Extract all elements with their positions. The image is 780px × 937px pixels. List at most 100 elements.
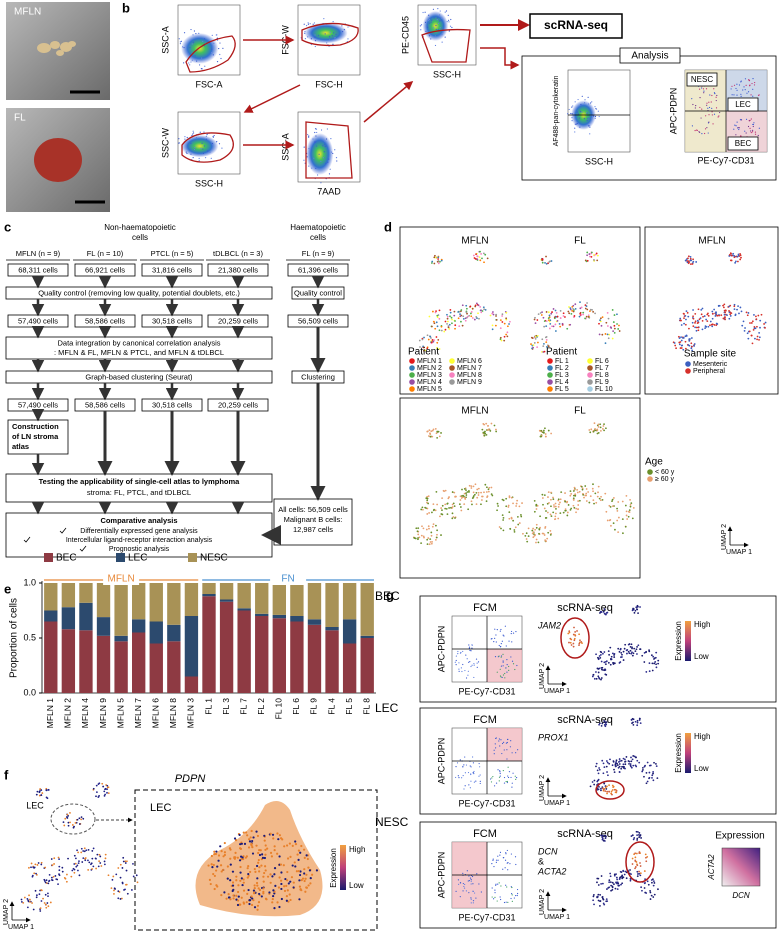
cell-dot [436,431,438,433]
cell-dot [476,659,477,660]
sample-label: FL [574,406,586,417]
cell-dot [458,669,459,670]
cell-dot [756,338,758,340]
cell-dot [115,874,117,876]
cell-dot [280,883,282,885]
cell-dot [239,859,241,861]
cell-dot [644,652,646,654]
cell-dot [628,644,630,646]
cell-dot [235,879,237,881]
cell-dot [480,253,482,255]
cell-dot [303,868,305,870]
cell-dot [476,489,478,491]
cell-dot [599,334,601,336]
cell-dot [286,879,288,881]
cell-dot [254,868,256,870]
cell-dot [263,835,265,837]
cell-dot [59,874,61,876]
cell-dot [692,125,693,126]
umap-label: UMAP 1 [544,800,570,807]
cell-dot [203,131,204,132]
cell-dot [126,870,128,872]
cell-dot [239,834,241,836]
cell-dot [462,766,463,767]
cell-dot [574,634,576,636]
cell-dot [22,902,24,904]
cell-dot [304,857,306,859]
cell-dot [711,324,713,326]
cell-dot [519,505,521,507]
fcm-title: FCM [473,602,497,614]
cell-dot [234,837,236,839]
cell-dot [641,655,643,657]
cell-dot [577,492,579,494]
cell-dot [327,162,328,163]
cell-dot [595,254,597,256]
cell-dot [108,792,110,794]
cell-dot [442,42,443,43]
cell-dot [439,329,441,331]
cell-dot [515,526,517,528]
cell-dot [82,850,84,852]
cell-dot [453,492,455,494]
cell-dot [454,517,456,519]
cell-dot [702,328,704,330]
cell-dot [220,864,222,866]
cell-dot [596,428,598,430]
cell-dot [440,534,442,536]
cell-dot [232,871,234,873]
cell-dot [578,643,580,645]
cell-dot [99,862,101,864]
cell-dot [468,671,469,672]
tissue [34,138,82,182]
cell-dot [427,334,429,336]
cell-dot [701,313,703,315]
cell-dot [471,665,472,666]
cell-dot [564,316,566,318]
cell-dot [687,312,689,314]
cell-dot [631,835,633,837]
cell-dot [308,136,309,137]
cell-dot [716,107,717,108]
cell-dot [572,113,573,114]
cell-dot [114,888,116,890]
cell-dot [573,499,575,501]
cell-dot [709,107,710,108]
cell-dot [316,132,317,133]
bar-segment [97,636,110,693]
cell-dot [599,423,601,425]
bar-segment [237,583,250,608]
cell-dot [650,892,652,894]
cell-dot [741,96,742,97]
cell-dot [579,639,581,641]
cell-dot [311,168,312,169]
cell-dot [506,331,508,333]
cell-dot [190,61,191,62]
cell-dot [511,887,512,888]
cell-dot [251,895,253,897]
cell-dot [752,320,754,322]
cell-dot [203,153,204,154]
cell-dot [50,902,52,904]
cell-dot [420,25,421,26]
cell-dot [492,311,494,313]
cell-dot [426,539,428,541]
cell-dot [307,36,308,37]
cell-dot [243,890,245,892]
cell-dot [462,315,464,317]
cell-dot [544,494,546,496]
cell-dot [444,508,446,510]
cell-dot [613,321,615,323]
cell-dot [650,898,652,900]
cell-dot [602,837,604,839]
cell-dot [533,531,535,533]
cell-dot [91,850,93,852]
cell-dot [507,782,508,783]
cell-dot [638,873,640,875]
cell-dot [283,864,285,866]
cell-dot [628,651,630,653]
cell-dot [476,303,478,305]
cell-dot [457,651,458,652]
cell-dot [413,537,415,539]
cell-dot [553,325,555,327]
